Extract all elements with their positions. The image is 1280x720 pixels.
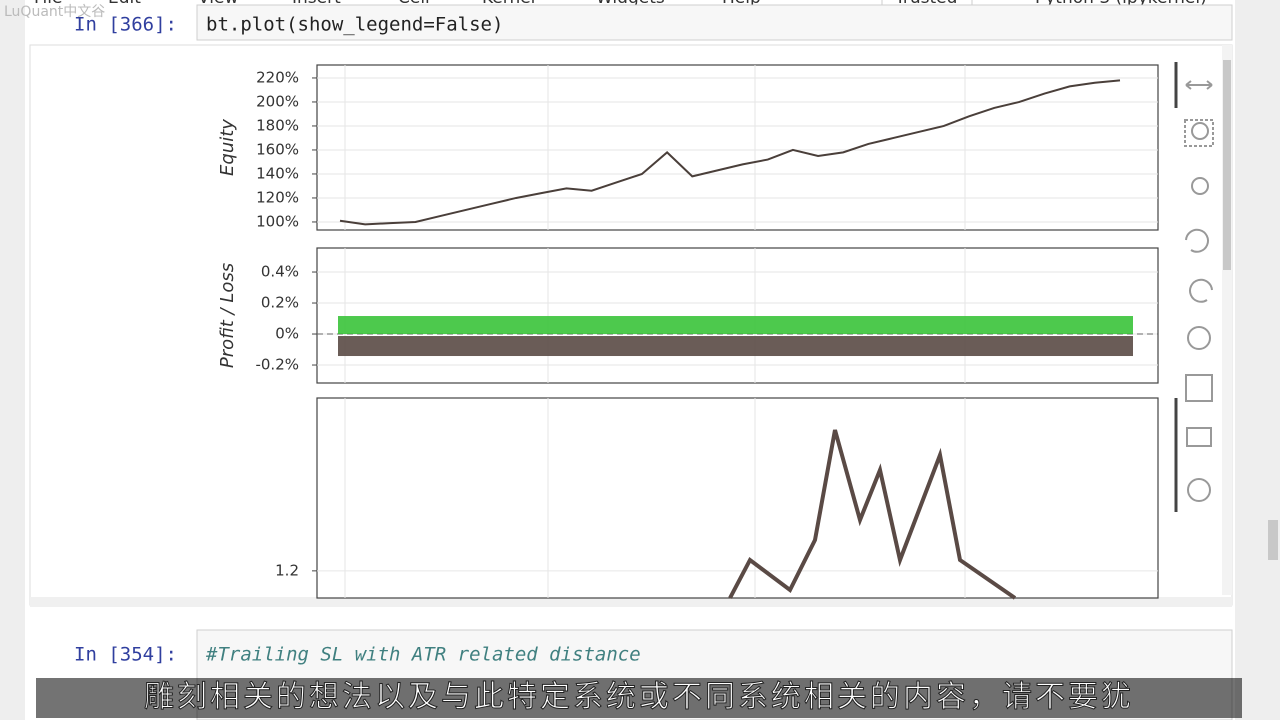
save-tool[interactable] xyxy=(1185,374,1213,402)
page-scroll-thumb[interactable] xyxy=(1268,520,1278,560)
subtitle-bg xyxy=(36,678,1242,718)
kernel: Python 3 (ipykernel) xyxy=(1035,0,1207,8)
y-tick-label: 120% xyxy=(256,188,299,206)
plot-frame xyxy=(316,64,1159,231)
plot-frame xyxy=(316,397,1159,599)
cell-prompt: In [366]: xyxy=(74,14,177,36)
undo-tool[interactable] xyxy=(1185,228,1209,253)
crosshair-tool[interactable] xyxy=(1187,478,1211,502)
profit-band xyxy=(338,316,1133,335)
trusted[interactable]: Trusted xyxy=(894,0,957,8)
menu[interactable]: Insert xyxy=(292,0,341,8)
plots: 100% 120% 140% 160% 180% 200% 220% Equity -0.2% 0… xyxy=(217,64,1159,600)
menu[interactable]: Help xyxy=(722,0,761,8)
menu[interactable]: Widgets xyxy=(596,0,665,8)
menu[interactable]: Cell xyxy=(398,0,430,8)
code-input[interactable] xyxy=(196,4,1233,41)
box-zoom-tool[interactable] xyxy=(1184,119,1214,147)
plot-toolbar xyxy=(1174,62,1214,512)
price-trace xyxy=(728,429,1017,600)
code-comment: #Trailing SL with ATR related distance xyxy=(205,644,641,666)
menu[interactable]: Kernel xyxy=(482,0,535,8)
y-tick-label: 100% xyxy=(256,212,299,230)
y-axis-label: Equity xyxy=(217,119,238,176)
y-tick-label: 0.4% xyxy=(261,263,299,281)
subtitle: 雕刻相关的想法以及与此特定系统或不同系统相关的内容，请不要犹 xyxy=(144,680,1134,715)
y-tick-label: 180% xyxy=(256,116,299,134)
v-scroll-thumb[interactable] xyxy=(1223,60,1231,270)
equity-line xyxy=(339,79,1121,226)
y-tick-label: 0.2% xyxy=(261,294,299,312)
watermark: LuQuant中文谷 xyxy=(4,4,105,20)
code: bt.plot(show_legend=False) xyxy=(206,14,503,36)
y-tick-label: -0.2% xyxy=(255,356,299,374)
y-tick-label: 220% xyxy=(256,68,299,86)
menu[interactable]: Edit xyxy=(108,0,141,8)
menu[interactable]: View xyxy=(198,0,238,8)
hover-tool[interactable] xyxy=(1186,427,1212,447)
y-tick-label: 160% xyxy=(256,140,299,158)
y-axis-label: Profit / Loss xyxy=(217,263,238,368)
wheel-zoom-tool[interactable] xyxy=(1191,177,1209,195)
y-tick-label: 1.2 xyxy=(275,561,299,579)
h-scrollbar[interactable] xyxy=(30,597,1232,607)
plot-frame xyxy=(316,247,1159,384)
y-tick-label: 0% xyxy=(275,325,299,343)
menu[interactable]: File xyxy=(34,0,62,8)
y-tick-label: 140% xyxy=(256,164,299,182)
pan-tool[interactable] xyxy=(1185,80,1213,90)
v-scrollbar[interactable] xyxy=(1222,45,1232,595)
zoom-icon xyxy=(1191,122,1209,140)
reset-tool[interactable] xyxy=(1187,326,1211,350)
redo-tool[interactable] xyxy=(1189,278,1213,303)
cell-prompt: In [354]: xyxy=(74,644,177,666)
y-tick-label: 200% xyxy=(256,92,299,110)
loss-band xyxy=(338,336,1133,357)
